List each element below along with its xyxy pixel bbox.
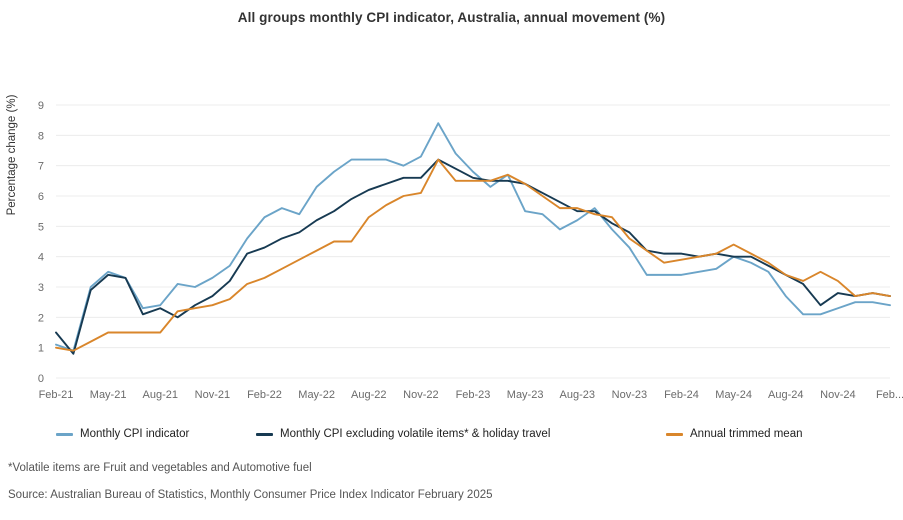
legend-swatch-icon — [256, 432, 273, 436]
x-axis-tick-label: Feb-23 — [456, 389, 491, 401]
x-axis-tick-label: Nov-21 — [195, 389, 230, 401]
x-axis-tick-label: Feb... — [876, 389, 903, 401]
footnote-source: Source: Australian Bureau of Statistics,… — [8, 489, 493, 501]
y-axis-label: Percentage change (%) — [6, 94, 18, 216]
y-axis-tick-label: 5 — [38, 221, 44, 233]
x-axis-tick-label: Nov-23 — [612, 389, 647, 401]
y-axis-tick-label: 7 — [38, 161, 44, 173]
x-axis-tick-label: May-21 — [90, 389, 127, 401]
y-axis-tick-label: 8 — [38, 130, 44, 142]
y-axis-tick-label: 9 — [38, 100, 44, 112]
legend-swatch-icon — [56, 432, 73, 436]
x-axis-tick-label: May-22 — [298, 389, 335, 401]
y-axis-tick-label: 0 — [38, 373, 44, 385]
legend-item-monthly-cpi-indicator[interactable]: Monthly CPI indicator — [56, 428, 189, 440]
legend-item-annual-trimmed-mean[interactable]: Annual trimmed mean — [666, 428, 803, 440]
y-axis-tick-label: 4 — [38, 252, 44, 264]
data-series-line — [55, 158, 891, 352]
plot-area: Percentage change (%) 0 1 2 3 4 5 6 7 8 9 Feb-21 Ma… — [0, 60, 903, 410]
page-title: All groups monthly CPI indicator, Austra… — [237, 10, 666, 25]
legend-item-monthly-cpi-excluding-volatile[interactable]: Monthly CPI excluding volatile items* & … — [256, 428, 550, 440]
y-axis-tick-label: 2 — [38, 312, 44, 324]
x-axis-tick-label: Nov-24 — [820, 389, 855, 401]
x-axis-tick-label: Feb-22 — [247, 389, 282, 401]
x-axis-tick-label: May-23 — [507, 389, 544, 401]
line-chart: 0 1 2 3 4 5 6 7 8 9 Feb-21 May-21 Aug-21 Nov-21 Feb-22… — [38, 100, 903, 401]
x-axis-tick-label: Nov-22 — [403, 389, 438, 401]
legend-label: Monthly CPI excluding volatile items* & … — [280, 428, 551, 440]
legend-label: Annual trimmed mean — [690, 428, 803, 440]
y-axis-tick-label: 3 — [38, 282, 44, 294]
x-axis-tick-label: May-24 — [715, 389, 752, 401]
x-axis-tick-label: Aug-23 — [560, 389, 595, 401]
footnote-volatile-items: *Volatile items are Fruit and vegetables… — [8, 462, 312, 474]
legend-swatch-icon — [666, 432, 683, 436]
chart-legend: Monthly CPI indicator Monthly CPI exclud… — [0, 425, 903, 449]
x-axis-tick-label: Feb-21 — [39, 389, 74, 401]
x-axis-tick-label: Aug-21 — [143, 389, 178, 401]
legend-label: Monthly CPI indicator — [80, 428, 190, 440]
x-axis-tick-label: Aug-22 — [351, 389, 386, 401]
y-axis-tick-label: 6 — [38, 191, 44, 203]
y-axis-tick-label: 1 — [38, 343, 44, 355]
data-series-line — [55, 158, 891, 355]
x-axis-tick-label: Feb-24 — [664, 389, 699, 401]
data-series-line — [55, 122, 891, 352]
x-axis-tick-label: Aug-24 — [768, 389, 803, 401]
